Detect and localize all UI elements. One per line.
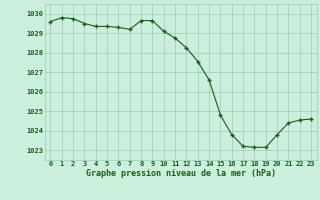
- X-axis label: Graphe pression niveau de la mer (hPa): Graphe pression niveau de la mer (hPa): [86, 169, 276, 178]
